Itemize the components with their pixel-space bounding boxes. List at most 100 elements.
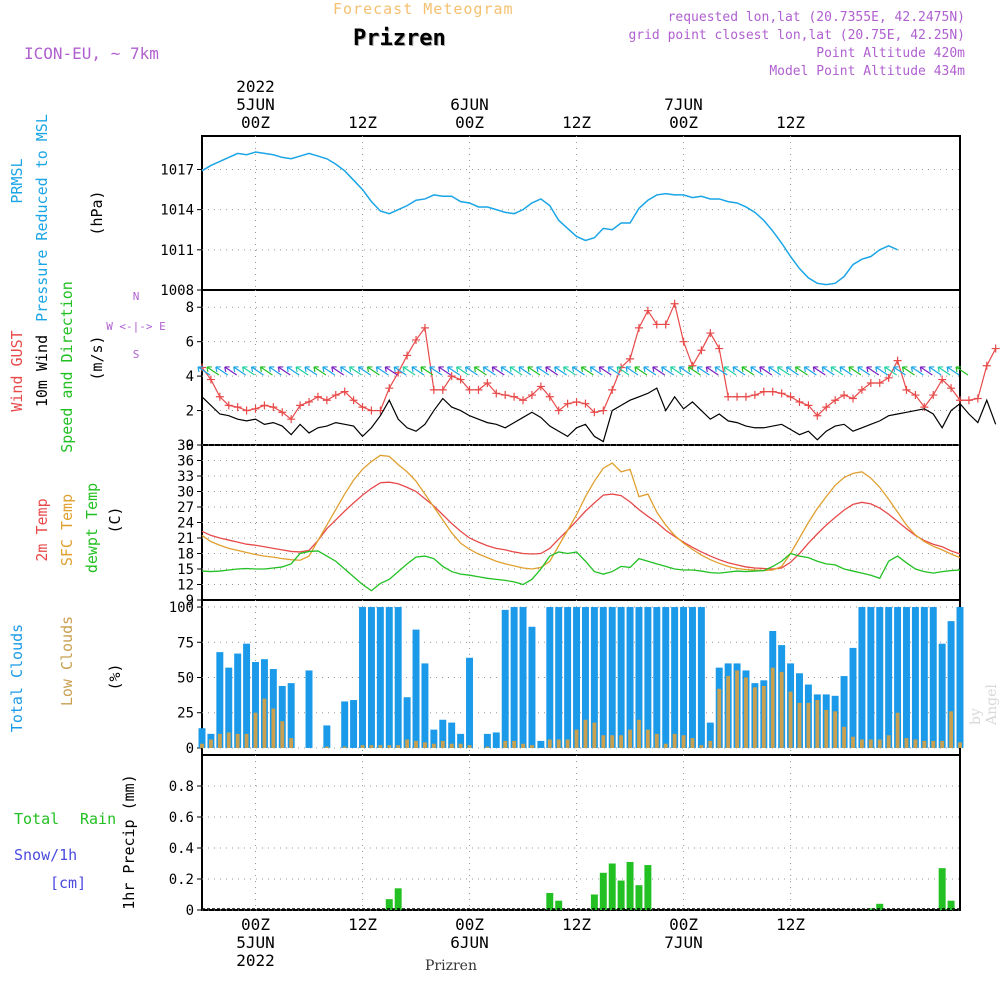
low-cloud-bar [654,733,659,748]
gust-marker [367,406,376,415]
wind-dir-label: Speed and Direction [58,281,76,453]
gust-marker [447,372,456,381]
direction-arrow [777,366,790,376]
bottom-time-label: 6JUN [450,933,489,952]
gust-marker [938,375,947,384]
gust-marker [911,391,920,400]
low-cloud-bar [565,739,570,748]
direction-arrow [785,366,799,376]
rain-bar [938,868,946,910]
gust-marker [759,387,768,396]
rain-bar [635,885,643,910]
direction-arrow [732,366,746,376]
gust-marker [536,382,545,391]
low-cloud-bar [708,740,713,748]
low-cloud-bar [342,746,347,748]
direction-arrow [687,366,701,376]
direction-arrow [366,366,380,376]
low-cloud-bar [761,685,766,748]
precip-total-label: Total [14,810,59,828]
gust-marker [260,401,269,410]
gust-marker [866,379,875,387]
gust-marker [474,385,483,394]
direction-arrow [696,366,710,376]
gust-marker [296,401,305,410]
compass-north: N [133,290,140,303]
low-cloud-bar [672,733,677,748]
requested-coords: requested lon,lat (20.7355E, 42.2475N) [667,10,965,25]
gust-marker [706,329,715,338]
total-cloud-bar [350,700,358,748]
direction-arrow [714,366,728,376]
pressure-ytick-label: 1017 [160,162,194,178]
gust-marker [786,392,795,401]
low-cloud-bar [895,712,900,748]
gust-marker [242,406,251,415]
gust-marker [920,403,929,412]
gust-marker [973,394,982,403]
clouds-ytick-label: 100 [169,600,194,616]
low-cloud-bar [547,739,552,748]
direction-arrow [322,366,336,376]
low-cloud-bar [699,745,704,748]
t2m-line [201,481,961,570]
rain-bar [947,900,955,910]
total-cloud-bar [635,607,643,748]
low-cloud-bar [369,745,374,748]
direction-arrow [286,366,300,376]
gust-marker [697,346,706,355]
rain-bar [599,872,607,910]
total-cloud-bar [439,719,447,748]
gust-marker [857,385,866,394]
pressure-ytick-label: 1014 [160,203,194,219]
gust-marker [724,392,733,401]
wind-ytick-label: 4 [186,369,194,385]
gust-marker [813,411,822,420]
gust-marker [929,391,938,400]
gust-marker [840,391,849,400]
gust-marker [438,385,447,394]
low-cloud-bar [851,736,855,748]
gust-marker [215,392,224,401]
gust-marker [634,323,643,332]
rain-bar [876,903,884,910]
direction-arrow [563,366,576,376]
direction-arrow [652,366,666,376]
temp-unit: (C) [106,506,124,533]
rain-bar [394,888,402,910]
low-cloud-bar [690,738,695,748]
gust-marker [608,385,617,394]
direction-arrow [233,366,247,376]
total-cloud-bar [376,607,384,748]
total-cloud-bar [341,701,349,748]
low-cloud-bar [521,743,525,748]
total-cloud-bar [903,607,910,748]
gust-marker [831,396,840,405]
total-cloud-bar [278,685,286,748]
low-cloud-bar [735,670,739,748]
wind-panel: 0 2 4 6 8 [186,289,961,454]
gust-marker [269,403,278,412]
total-cloud-bar [644,607,652,748]
gust-marker [510,392,519,401]
direction-arrow [554,366,568,376]
low-cloud-bar [806,702,811,748]
low-cloud-bar [779,671,784,748]
top-time-label: 2022 [236,77,275,96]
gust-line [201,301,997,421]
gust-marker [224,401,233,410]
total-cloud-bar [305,670,313,748]
gust-marker [456,375,465,384]
total-cloud-label: Total Clouds [8,624,26,732]
wind-ytick-label: 8 [186,300,194,316]
temp-dew-label: dewpt Temp [83,483,101,573]
direction-arrow [447,366,461,376]
low-cloud-bar [797,702,802,748]
gust-marker [964,396,973,405]
direction-arrow [456,366,469,376]
direction-arrow [759,366,773,376]
rain-bar [644,865,652,910]
direction-arrow [482,366,496,376]
temperature-ytick-label: 27 [177,500,194,516]
direction-arrow [884,366,897,376]
